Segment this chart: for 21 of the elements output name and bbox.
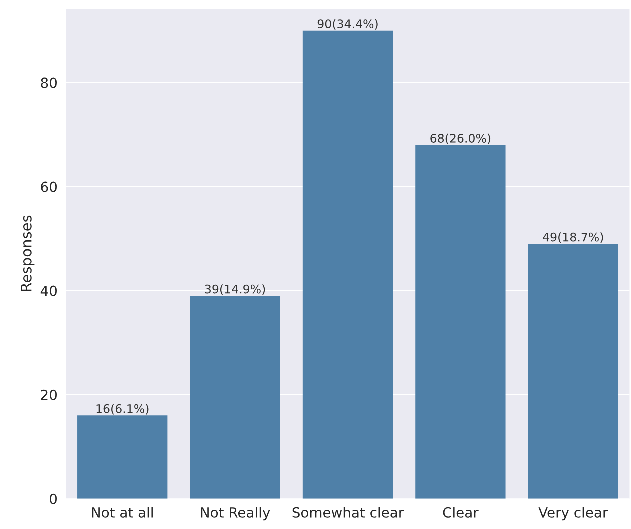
data-label: 16(6.1%)	[96, 404, 149, 415]
bar	[528, 244, 618, 499]
bar	[190, 296, 280, 499]
x-tick-label: Clear	[443, 507, 479, 518]
y-tick-label: 20	[41, 390, 57, 400]
x-tick-label: Very clear	[538, 507, 608, 521]
bar	[416, 145, 506, 499]
data-label: 90(34.4%)	[318, 19, 378, 30]
y-axis-title: Responses	[21, 216, 35, 292]
data-label: 39(14.9%)	[205, 284, 266, 296]
y-tick-label: 60	[41, 182, 57, 192]
y-tick-label: 80	[41, 78, 57, 88]
x-tick-label: Not Really	[201, 507, 270, 521]
x-tick-label: Not at all	[92, 507, 153, 518]
data-label: 68(26.0%)	[430, 134, 491, 144]
bar	[78, 416, 168, 499]
x-tick-label: Somewhat clear	[292, 507, 404, 518]
bar	[302, 30, 394, 499]
y-tick-label: 40	[40, 286, 57, 296]
data-label: 49(18.7%)	[543, 232, 604, 244]
y-tick-label: 0	[50, 494, 57, 504]
